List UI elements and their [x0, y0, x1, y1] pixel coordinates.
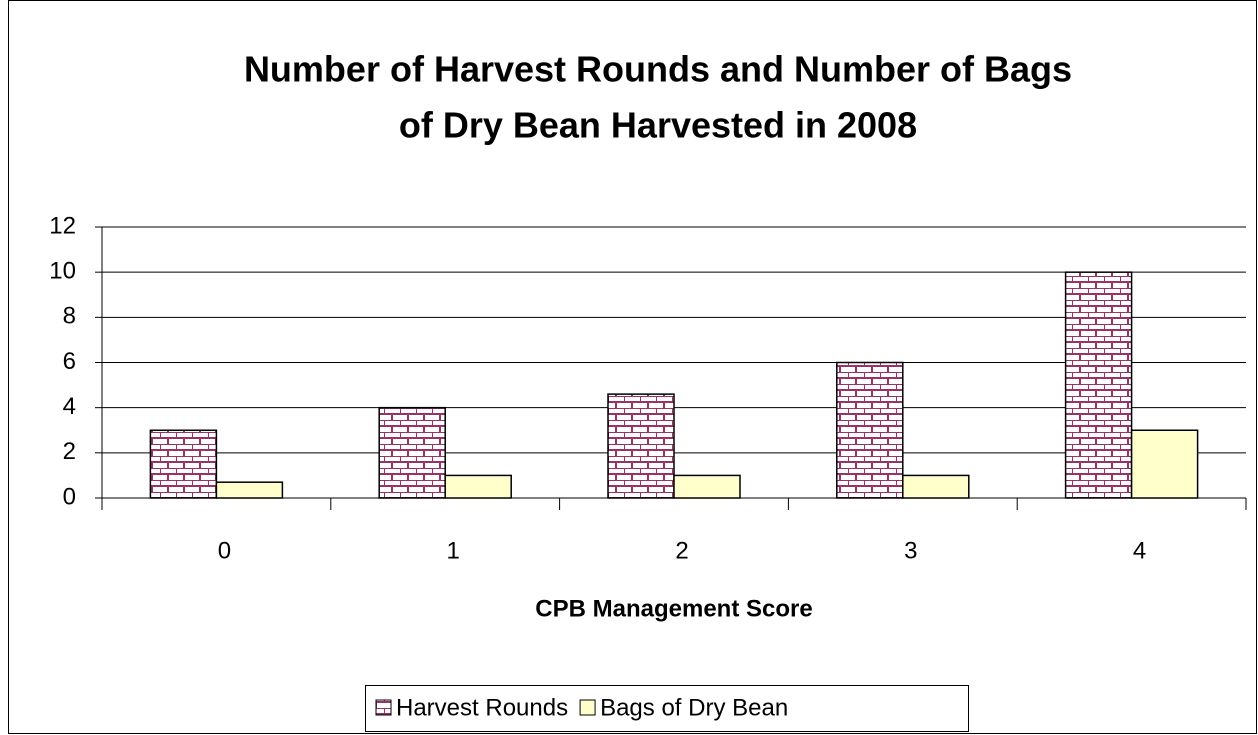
legend: Harvest Rounds Bags of Dry Bean — [365, 685, 969, 732]
bar — [215, 481, 284, 499]
chart-title: Number of Harvest Rounds and Number of B… — [244, 49, 1072, 90]
bar — [902, 474, 970, 499]
bar — [444, 474, 512, 499]
x-tick-label: 1 — [447, 537, 460, 564]
y-tick-label: 10 — [49, 258, 76, 285]
x-axis-label: CPB Management Score — [535, 595, 812, 622]
legend-swatch — [375, 699, 392, 716]
x-tick-label: 3 — [904, 537, 917, 564]
y-tick-label: 12 — [49, 212, 76, 239]
bar — [673, 474, 741, 499]
x-tick-label: 4 — [1133, 537, 1146, 564]
bar — [1130, 429, 1199, 499]
legend-label: Harvest Rounds — [396, 694, 568, 721]
y-tick-label: 8 — [63, 303, 76, 330]
bar — [378, 406, 446, 499]
y-tick-label: 6 — [63, 348, 76, 375]
chart-title: of Dry Bean Harvested in 2008 — [399, 105, 917, 146]
y-tick-label: 0 — [63, 483, 76, 510]
bar — [836, 361, 904, 499]
chart-border — [8, 0, 1257, 734]
x-tick-label: 0 — [218, 537, 231, 564]
legend-label: Bags of Dry Bean — [600, 694, 788, 721]
bar — [1064, 271, 1133, 499]
bar — [149, 429, 218, 499]
legend-swatch — [579, 699, 596, 716]
bar — [607, 393, 675, 499]
y-tick-label: 4 — [63, 393, 76, 420]
legend-box — [365, 685, 969, 732]
y-tick-label: 2 — [63, 438, 76, 465]
x-tick-label: 2 — [675, 537, 688, 564]
